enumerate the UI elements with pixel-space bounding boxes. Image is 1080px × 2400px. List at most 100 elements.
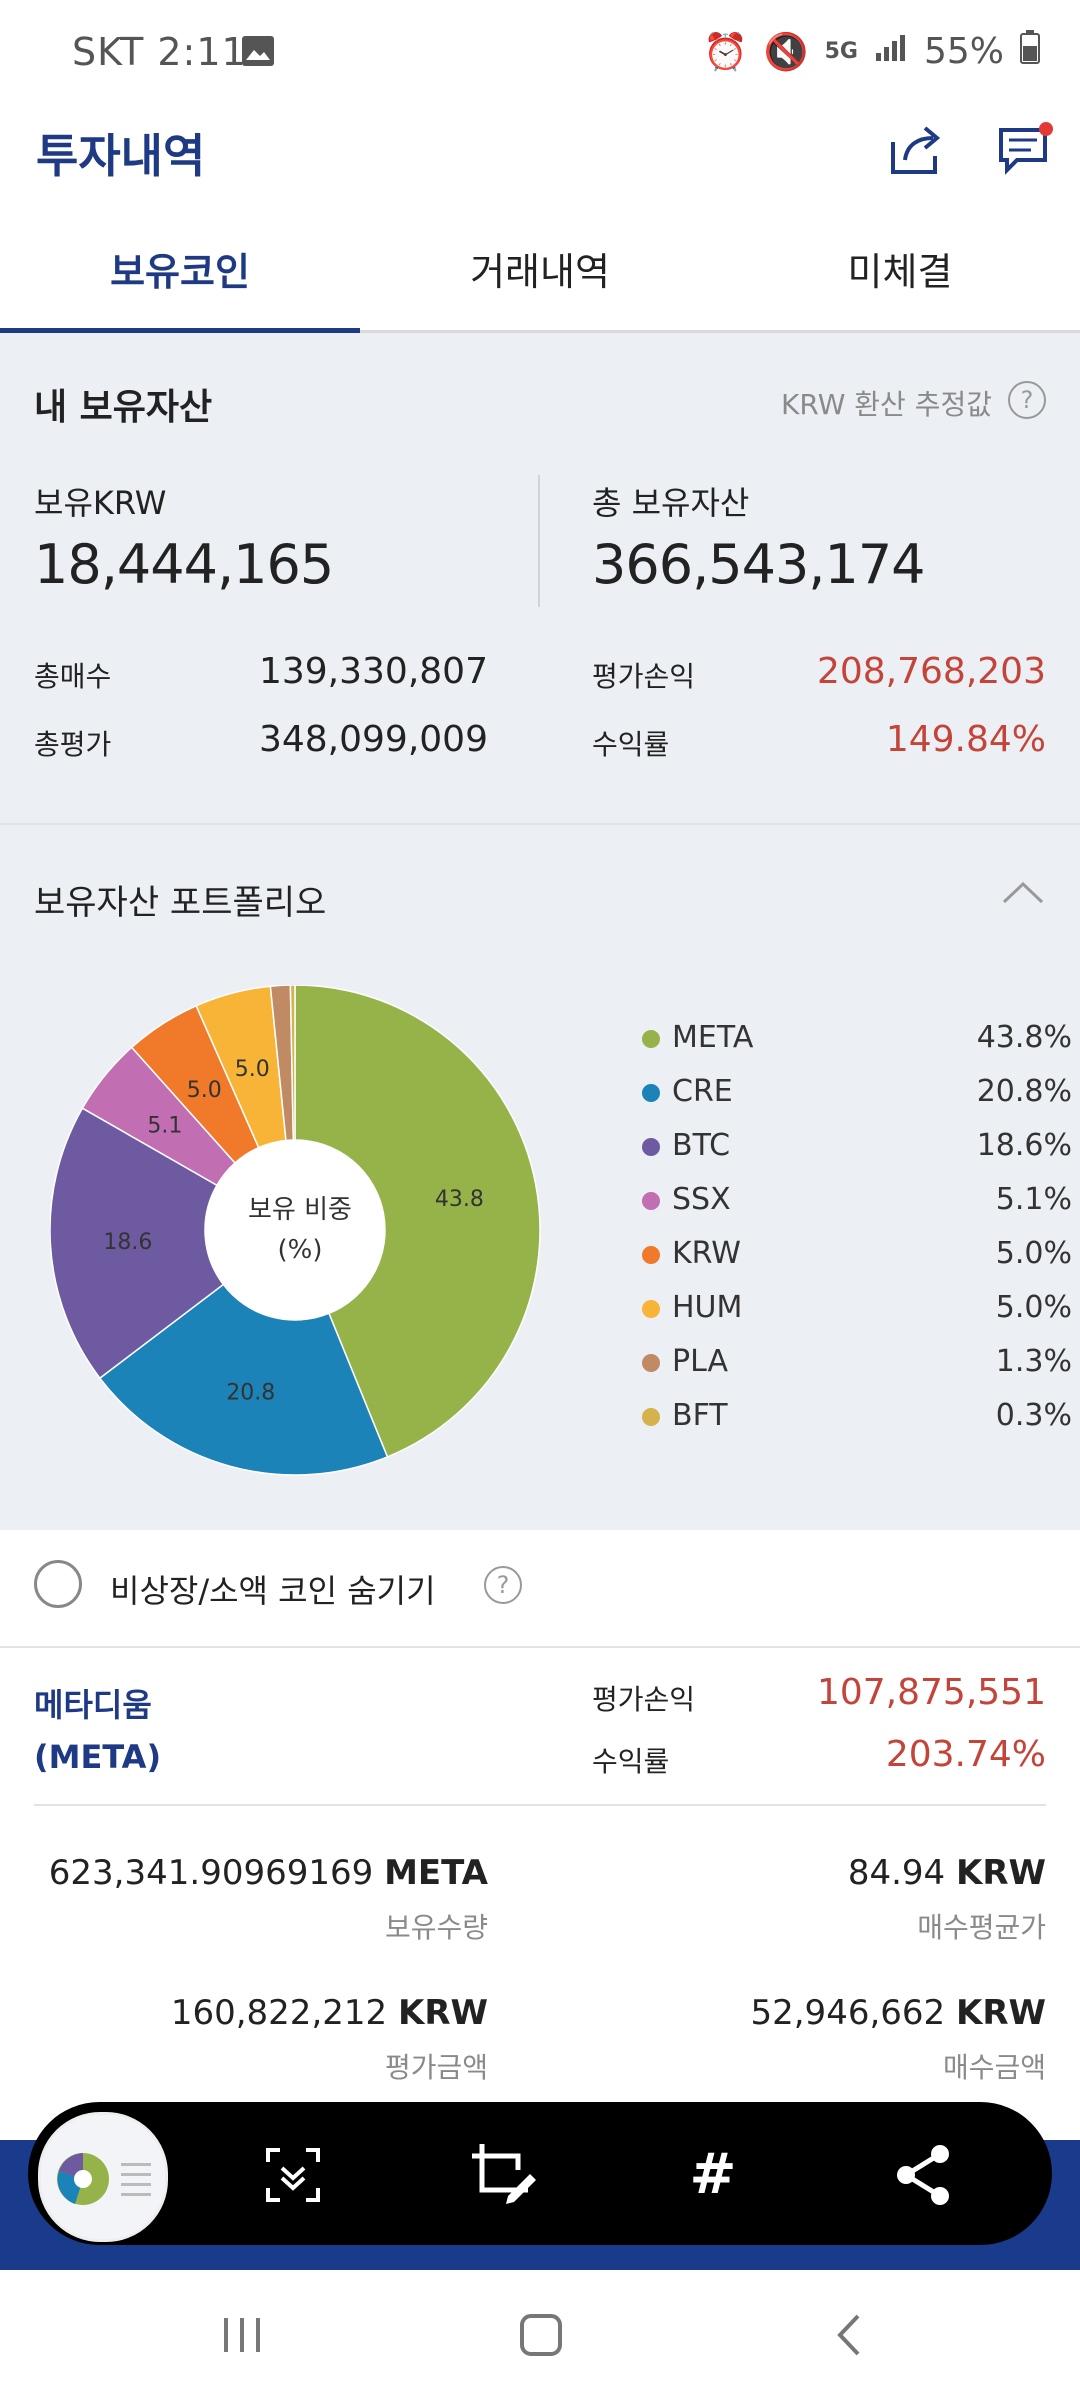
- legend-percent: 5.0%: [995, 1290, 1072, 1325]
- pie-slice-meta: [294, 985, 541, 1458]
- qty-value: 623,341.90969169 META: [49, 1853, 488, 1893]
- portfolio-title: 보유자산 포트폴리오: [34, 883, 327, 923]
- buy-unit: KRW: [955, 1993, 1046, 2033]
- pie-center-title: 보유 비중: [248, 1195, 352, 1225]
- legend-name: BFT: [672, 1398, 728, 1433]
- legend-dot: [642, 1354, 660, 1372]
- recent-apps-button[interactable]: [220, 2312, 266, 2362]
- legend-percent: 20.8%: [976, 1074, 1072, 1109]
- pie-slice-label: 5.0: [235, 1057, 270, 1082]
- legend-dot: [642, 1300, 660, 1318]
- coin-name: 메타디움: [34, 1686, 152, 1724]
- thumbnail-preview-icon: [41, 2115, 165, 2239]
- hashtag-icon: #: [689, 2142, 737, 2207]
- scroll-capture-button[interactable]: [258, 2140, 328, 2210]
- eval-amount-label: 평가금액: [384, 2051, 488, 2084]
- pie-slice-btc: [50, 1107, 225, 1380]
- portfolio-section: 보유자산 포트폴리오 43.8 20.8 18.6 5.1 5.0 5.0 보유 비중 (…: [0, 825, 1080, 1530]
- legend-percent: 1.3%: [995, 1344, 1072, 1379]
- pie-center-label: 보유 비중 (%): [200, 1190, 400, 1270]
- legend-item-pla: PLA 1.3%: [642, 1344, 1072, 1384]
- card-divider: [34, 1804, 1046, 1806]
- total-value: 366,543,174: [592, 533, 926, 596]
- share-nodes-icon: [897, 2145, 949, 2205]
- crop-edit-icon: [472, 2144, 536, 2204]
- tag-button[interactable]: #: [678, 2140, 748, 2210]
- avg-number: 84.94: [847, 1853, 946, 1893]
- tab-pending[interactable]: 미체결: [847, 250, 953, 294]
- share-capture-button[interactable]: [888, 2140, 958, 2210]
- message-button[interactable]: [995, 120, 1055, 180]
- battery-percent: 55%: [923, 31, 1004, 72]
- pie-center-hole: [205, 1140, 385, 1320]
- legend-name: CRE: [672, 1074, 733, 1109]
- buy-number: 52,946,662: [750, 1993, 946, 2033]
- legend-percent: 18.6%: [976, 1128, 1072, 1163]
- legend-percent: 5.0%: [995, 1236, 1072, 1271]
- rate-label: 수익률: [592, 728, 670, 761]
- estimate-note: KRW 환산 추정값: [781, 388, 992, 421]
- eval-amount-value: 160,822,212 KRW: [171, 1993, 488, 2033]
- pie-slice-label: 43.8: [435, 1187, 484, 1212]
- battery-icon: [1020, 30, 1040, 73]
- filter-row: 비상장/소액 코인 숨기기 ?: [0, 1530, 1080, 1648]
- total-eval-label: 총평가: [34, 728, 112, 761]
- help-icon[interactable]: ?: [1008, 381, 1046, 419]
- pie-slice-label: 20.8: [226, 1381, 275, 1406]
- capture-thumbnail[interactable]: [38, 2112, 168, 2242]
- buy-amount-value: 52,946,662 KRW: [750, 1993, 1046, 2033]
- coin-rate-value: 203.74%: [885, 1734, 1046, 1775]
- legend-dot: [642, 1084, 660, 1102]
- qty-label: 보유수량: [384, 1911, 488, 1944]
- message-icon: [999, 122, 1053, 175]
- home-button[interactable]: [518, 2312, 564, 2362]
- legend-item-hum: HUM 5.0%: [642, 1290, 1072, 1330]
- legend-item-ssx: SSX 5.1%: [642, 1182, 1072, 1222]
- pl-value: 208,768,203: [816, 651, 1046, 692]
- legend-item-krw: KRW 5.0%: [642, 1236, 1072, 1276]
- pie-center-unit: (%): [277, 1235, 323, 1265]
- share-button[interactable]: [885, 120, 945, 180]
- legend-percent: 5.1%: [995, 1182, 1072, 1217]
- legend-dot: [642, 1246, 660, 1264]
- section-divider: [0, 823, 1080, 825]
- legend-name: PLA: [672, 1344, 729, 1379]
- total-buy-value: 139,330,807: [258, 651, 488, 692]
- summary-title: 내 보유자산: [34, 387, 213, 428]
- legend-dot: [642, 1408, 660, 1426]
- legend-item-bft: BFT 0.3%: [642, 1398, 1072, 1438]
- tab-bar: 보유코인 거래내역 미체결: [0, 222, 1080, 333]
- total-eval-value: 348,099,009: [258, 719, 488, 760]
- alarm-icon: ⏰: [702, 31, 748, 73]
- legend-percent: 43.8%: [976, 1020, 1072, 1055]
- hide-small-checkbox[interactable]: [34, 1560, 82, 1608]
- share-icon: [891, 126, 941, 174]
- legend-item-btc: BTC 18.6%: [642, 1128, 1072, 1168]
- qty-unit: META: [384, 1853, 488, 1893]
- tab-transactions[interactable]: 거래내역: [470, 250, 610, 294]
- crop-edit-button[interactable]: [468, 2140, 538, 2210]
- krw-label: 보유KRW: [34, 484, 167, 522]
- carrier-time: SKT 2:11: [72, 30, 247, 74]
- home-icon: [520, 2314, 562, 2356]
- legend-dot: [642, 1138, 660, 1156]
- gallery-icon: [240, 34, 276, 72]
- avg-price-label: 매수평균가: [917, 1911, 1046, 1944]
- portfolio-pie-chart: 43.820.818.65.15.05.0: [50, 985, 541, 1476]
- coin-pl-label: 평가손익: [592, 1683, 696, 1716]
- help-icon[interactable]: ?: [484, 1566, 522, 1604]
- back-icon: [837, 2314, 860, 2356]
- tab-holdings[interactable]: 보유코인: [0, 222, 360, 333]
- collapse-button[interactable]: [1002, 880, 1044, 908]
- hide-small-label: 비상장/소액 코인 숨기기: [110, 1572, 436, 1610]
- total-label: 총 보유자산: [592, 484, 750, 522]
- pie-slice-label: 18.6: [103, 1230, 152, 1255]
- pie-slice-label: 5.1: [147, 1114, 182, 1139]
- rate-value: 149.84%: [885, 719, 1046, 760]
- avg-unit: KRW: [955, 1853, 1046, 1893]
- status-icons: ⏰ 🔇 5G 55%: [703, 30, 1040, 73]
- holding-card[interactable]: 메타디움 (META) 평가손익 107,875,551 수익률 203.74%…: [0, 1648, 1080, 2108]
- asset-summary: 내 보유자산 KRW 환산 추정값 ? 보유KRW 18,444,165 총 보…: [0, 333, 1080, 823]
- legend-name: HUM: [672, 1290, 743, 1325]
- back-button[interactable]: [826, 2312, 872, 2362]
